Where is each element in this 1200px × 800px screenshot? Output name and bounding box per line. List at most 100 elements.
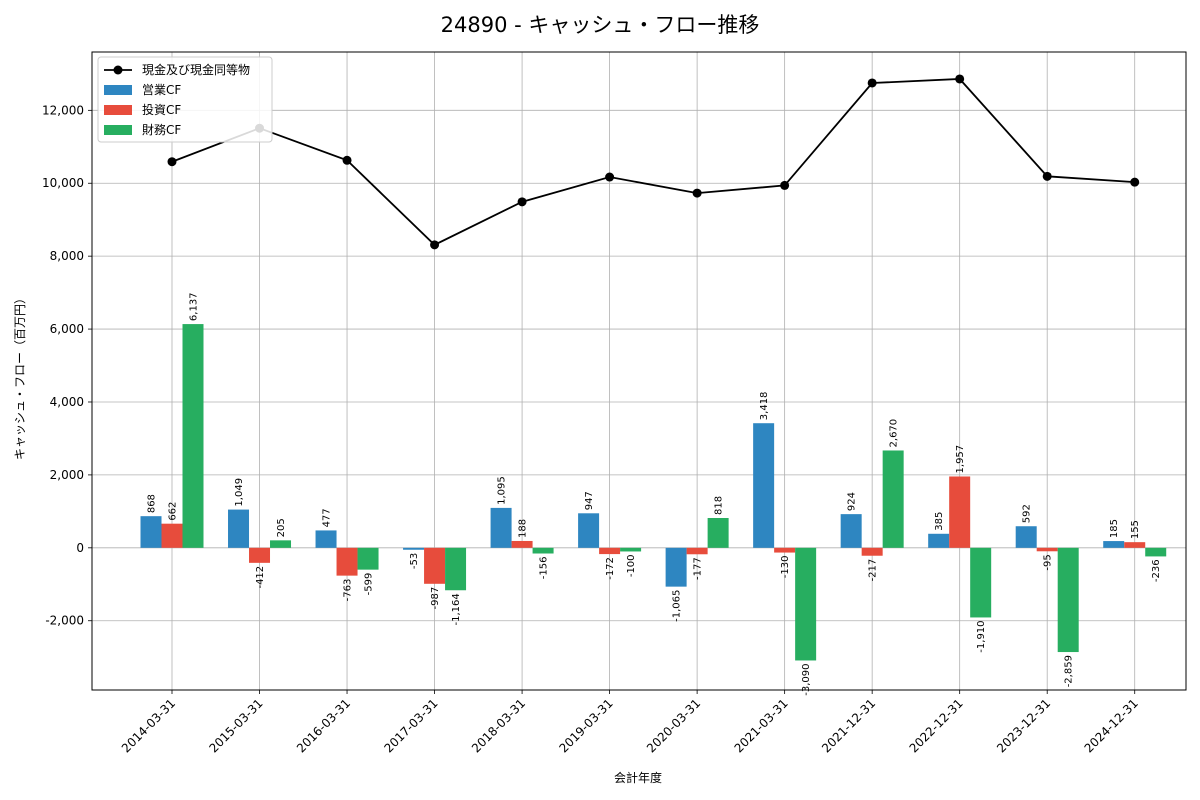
bar-value-label: 385 <box>934 512 945 531</box>
bar <box>928 533 950 548</box>
bar <box>686 547 708 555</box>
bar-value-label: 924 <box>847 492 858 511</box>
chart-title: 24890 - キャッシュ・フロー推移 <box>441 13 760 37</box>
bar <box>270 540 292 548</box>
y-tick-label: 6,000 <box>50 322 84 336</box>
y-tick-label: 0 <box>76 541 84 555</box>
bar <box>599 547 621 555</box>
bar <box>795 547 817 661</box>
cash-point <box>1130 177 1140 187</box>
bar-value-label: -95 <box>1043 554 1054 570</box>
legend-swatch-bar <box>104 125 132 135</box>
bar-value-label: -100 <box>626 554 637 577</box>
axes-layer: -2,000 0 2,000 4,000 6,000 8,000 10,000 12,000 2… <box>42 51 1187 755</box>
x-tick-label: 2015-03-31 <box>206 696 265 755</box>
bar-value-label: 662 <box>168 502 179 521</box>
bar <box>1124 542 1146 548</box>
bar <box>403 547 425 550</box>
bar-value-label: 155 <box>1130 520 1141 539</box>
bar-value-label: -763 <box>343 579 354 602</box>
cash-point <box>167 157 177 167</box>
bar <box>445 547 467 591</box>
bar <box>970 547 992 618</box>
bar-value-label: 818 <box>714 496 725 515</box>
cash-point <box>605 172 615 182</box>
cash-point <box>692 188 702 198</box>
x-tick-label: 2021-12-31 <box>819 696 878 755</box>
cash-line <box>171 78 1135 246</box>
bar <box>161 523 183 548</box>
bar <box>357 547 379 570</box>
bar-value-label: 477 <box>322 508 333 527</box>
x-tick-label: 2014-03-31 <box>119 696 178 755</box>
y-tick-label: 2,000 <box>50 468 84 482</box>
bar <box>315 530 337 548</box>
x-tick-label: 2021-03-31 <box>732 696 791 755</box>
bar-value-label: -172 <box>605 557 616 580</box>
bar <box>1015 526 1037 548</box>
bar <box>665 547 687 587</box>
cash-point <box>430 240 440 250</box>
bar <box>532 547 554 554</box>
legend-label: 財務CF <box>142 122 181 137</box>
bar-value-label: -236 <box>1151 559 1162 582</box>
bars-layer <box>140 324 1167 661</box>
cash-point <box>780 180 790 190</box>
bar-value-label: 1,957 <box>955 445 966 474</box>
bar-value-label: -599 <box>364 573 375 596</box>
x-tick-label: 2024-12-31 <box>1082 696 1141 755</box>
bar <box>949 476 971 548</box>
bar <box>424 547 446 584</box>
bar <box>490 507 512 548</box>
legend-swatch-bar <box>104 105 132 115</box>
bar <box>1036 547 1058 552</box>
bar <box>707 517 729 548</box>
cash-point <box>955 74 965 84</box>
bar-value-label: -1,164 <box>451 593 462 625</box>
legend-box <box>97 56 273 143</box>
bar <box>861 547 883 556</box>
legend-label: 投資CF <box>142 102 181 117</box>
bar <box>1057 547 1079 653</box>
bar <box>228 509 250 548</box>
bar <box>1145 547 1167 557</box>
cash-point <box>1042 171 1052 181</box>
y-tick-label: 8,000 <box>50 249 84 263</box>
x-tick-label: 2022-12-31 <box>907 696 966 755</box>
cash-point <box>342 155 352 165</box>
bar <box>182 324 204 548</box>
bar-value-label: -1,910 <box>976 620 987 652</box>
bar <box>336 547 358 576</box>
bar-value-label: 592 <box>1022 504 1033 523</box>
cash-point <box>867 78 877 88</box>
bar-value-label: 205 <box>276 518 287 537</box>
plot-frame <box>91 51 1187 691</box>
bar <box>140 516 162 548</box>
bar <box>774 547 796 553</box>
y-tick-label: 12,000 <box>42 103 84 117</box>
bar-value-label: -987 <box>430 587 441 610</box>
legend-label: 営業CF <box>142 83 181 97</box>
bar-value-label: -3,090 <box>801 663 812 695</box>
bar-value-label: -1,065 <box>672 590 683 622</box>
x-tick-label: 2023-12-31 <box>994 696 1053 755</box>
bar-value-label: 188 <box>518 519 529 538</box>
bar-value-label: 1,049 <box>234 478 245 507</box>
bar <box>620 547 642 552</box>
bar-value-label: -130 <box>780 556 791 579</box>
bar-value-label: 185 <box>1109 519 1120 538</box>
bar <box>882 450 904 548</box>
legend-swatch-bar <box>104 85 132 95</box>
bar-value-label: -412 <box>255 566 266 589</box>
bar-value-label: -156 <box>539 557 550 580</box>
bar-value-label: -2,859 <box>1064 655 1075 687</box>
bar-value-label: -53 <box>409 553 420 569</box>
y-tick-label: 4,000 <box>50 395 84 409</box>
bar <box>1103 541 1125 548</box>
x-tick-label: 2020-03-31 <box>644 696 703 755</box>
bar-value-label: 3,418 <box>759 392 770 421</box>
bar-value-label: -177 <box>693 557 704 580</box>
bar <box>753 423 775 548</box>
